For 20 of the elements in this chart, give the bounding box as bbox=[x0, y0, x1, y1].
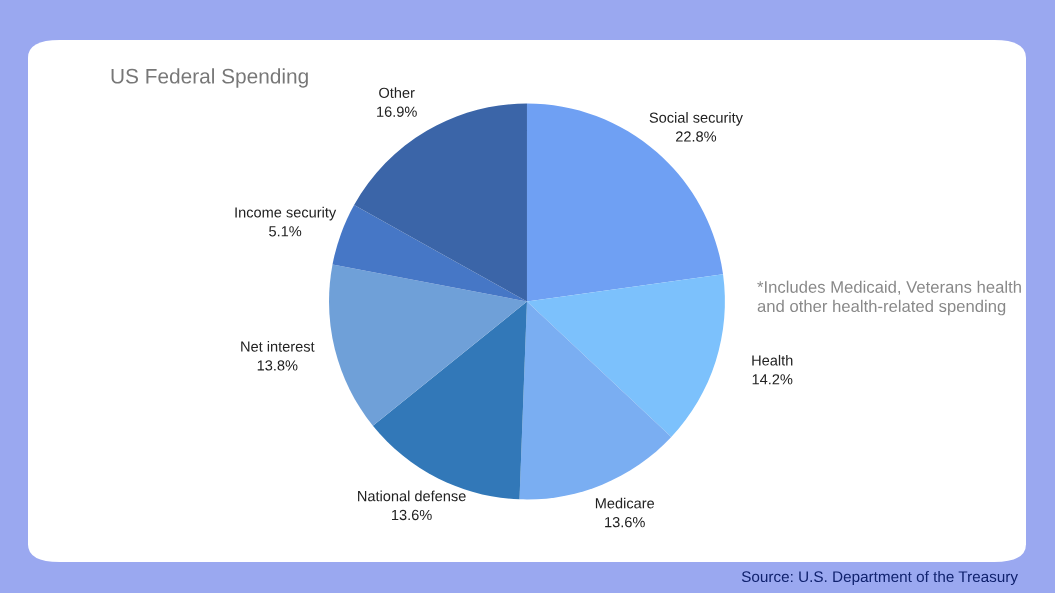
data-label: 13.8% bbox=[257, 360, 298, 371]
slice-label: Health bbox=[752, 354, 793, 366]
slice-label: Medicare bbox=[595, 497, 655, 509]
pie-slice bbox=[354, 103, 527, 302]
data-label: 22.8% bbox=[676, 131, 717, 142]
data-label: 13.6% bbox=[605, 516, 645, 528]
data-label: 14.2% bbox=[752, 374, 793, 385]
slice-label: Social security bbox=[649, 112, 743, 126]
source-note: Source: U.S. Department of the Treasury bbox=[741, 570, 1018, 586]
pie-slice bbox=[329, 264, 527, 426]
pie-slice bbox=[526, 274, 725, 438]
data-label: 16.9% bbox=[377, 106, 417, 117]
slice-label: Other bbox=[379, 87, 415, 98]
slice-label: National defense bbox=[358, 490, 466, 502]
slice-label: Income security bbox=[235, 206, 337, 221]
data-label: 13.6% bbox=[392, 509, 432, 521]
chart-title: US Federal Spending bbox=[111, 68, 308, 88]
slice-label: Net interest bbox=[241, 341, 315, 352]
data-label: 5.1% bbox=[269, 226, 302, 237]
text: *Includes Medicaid, Veterans health and other health-related spending bbox=[757, 280, 1021, 316]
